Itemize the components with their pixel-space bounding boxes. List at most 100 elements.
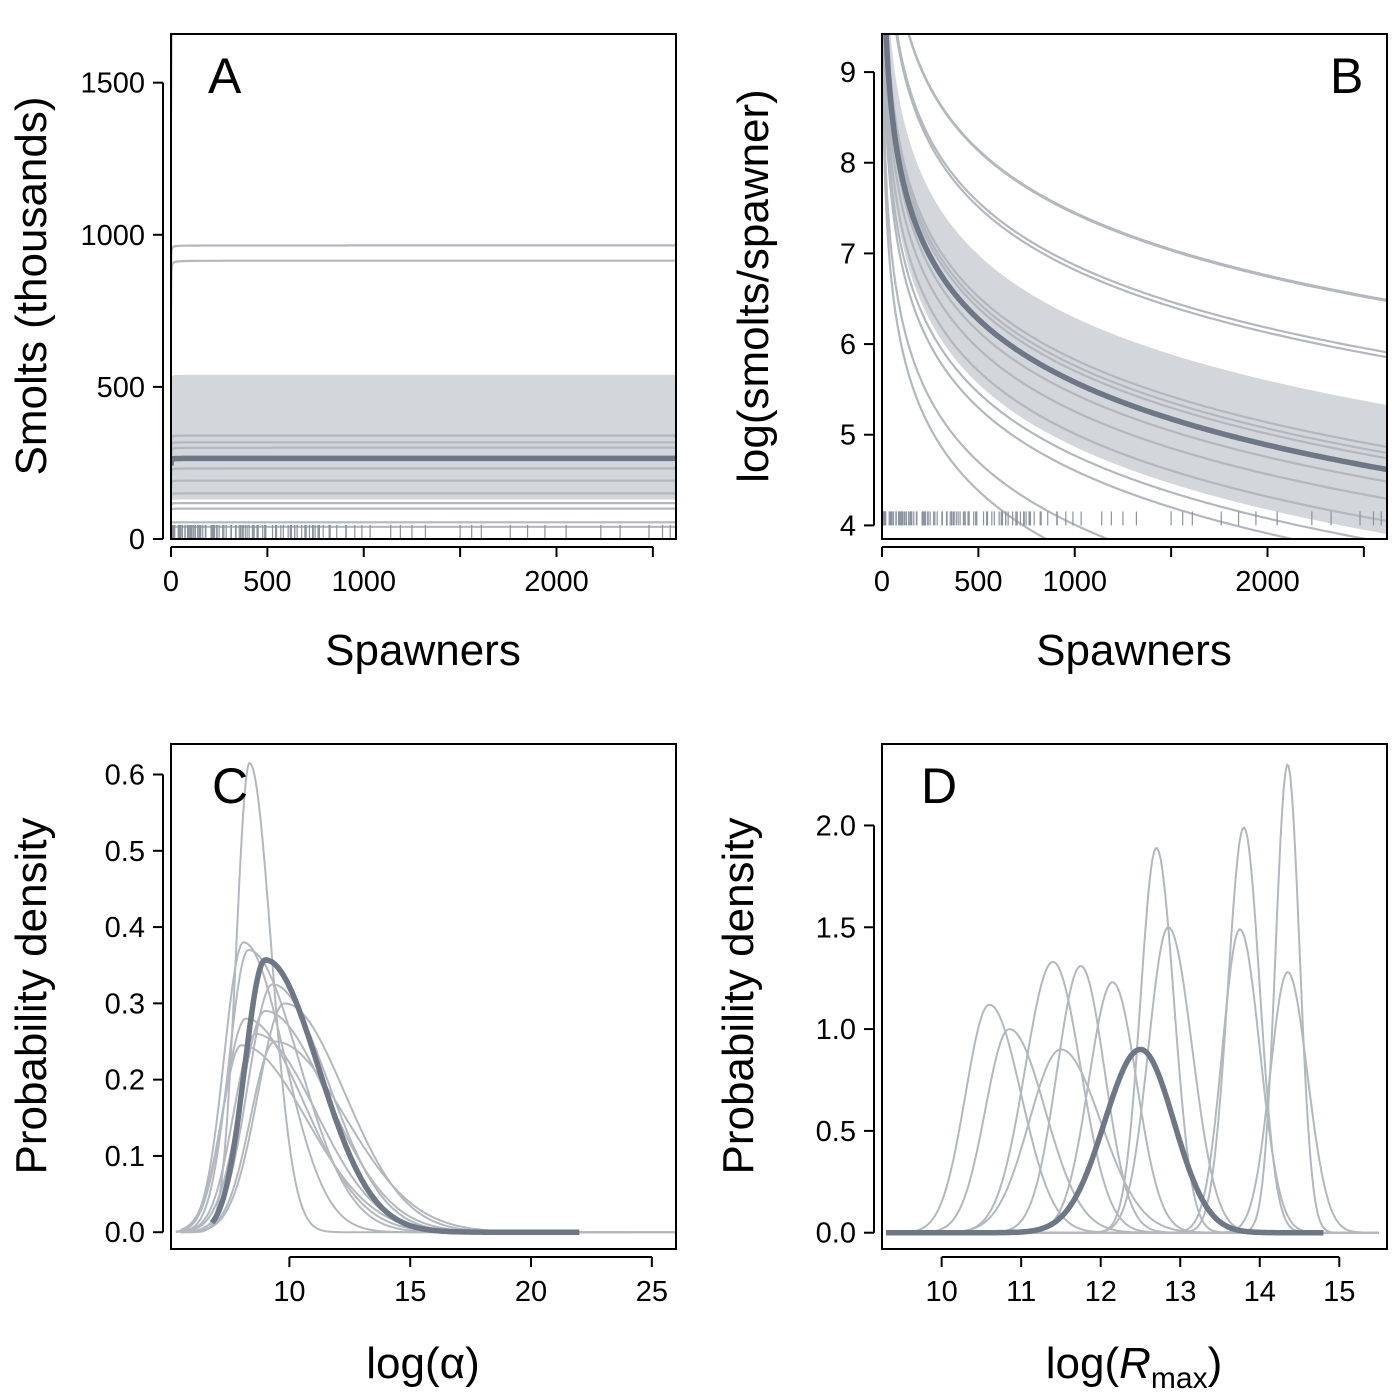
panel-c-frame	[170, 743, 677, 1250]
population-curve-13	[882, 34, 1111, 539]
density-curve-10	[180, 1044, 628, 1234]
panel-a-plot-content	[171, 34, 676, 539]
mean-density-curve	[209, 957, 580, 1235]
panel-b-x-axis-title: Spawners	[1036, 626, 1232, 675]
panel-c-x-tick-label: 20	[515, 1276, 547, 1308]
panel-a-letter: A	[208, 48, 242, 104]
panel-a-x-axis-title: Spawners	[325, 626, 521, 675]
panel-a-axes: 0 500 1000 1500 0 500 1000 2000	[80, 68, 654, 598]
population-curve-5	[171, 434, 676, 447]
panel-d-x-tick-label: 11	[1006, 1276, 1036, 1308]
panel-a-x-tick-label: 2000	[524, 566, 589, 598]
panel-c-plot-content	[175, 761, 676, 1235]
mean-density-curve	[886, 1046, 1324, 1236]
panel-c-x-tick-label: 15	[394, 1276, 426, 1308]
panel-d-y-axis-title: Probability density	[714, 817, 763, 1174]
panel-c-y-axis-title: Probability density	[7, 817, 56, 1174]
population-curve-8	[171, 467, 676, 482]
panel-b-x-tick-label: 1000	[1042, 566, 1107, 598]
panel-d-x-axis-title: log(Rmax)	[1046, 1339, 1223, 1395]
panel-c-x-tick-label: 25	[636, 1276, 668, 1308]
panel-b-letter: B	[1330, 48, 1363, 104]
panel-b-y-tick-label: 6	[840, 329, 856, 361]
panel-b-credible-band	[884, 34, 1387, 535]
panel-a-y-tick-label: 1000	[80, 220, 145, 252]
population-curve-14	[882, 34, 1049, 539]
population-curve-2	[907, 34, 1387, 301]
panel-c-y-tick-label: 0.6	[105, 760, 145, 792]
panel-a-y-tick-label: 1500	[80, 68, 145, 100]
population-curve-13	[171, 521, 676, 524]
panel-c-y-tick-label: 0.2	[105, 1065, 145, 1097]
panel-a-x-tick-label: 0	[163, 566, 179, 598]
panel-d-plot-content	[886, 763, 1379, 1236]
panel-b: 4 5 6 7 8 9 0 500 1000 2000 B Spawners log(smolts…	[729, 33, 1388, 675]
panel-d-y-tick-label: 1.5	[816, 912, 856, 944]
population-curve-10	[883, 34, 1387, 523]
panel-b-y-axis-title: log(smolts/spawner)	[729, 89, 778, 483]
panel-a: 0 500 1000 1500 0 500 1000 2000 A Spawners Smol…	[7, 33, 677, 675]
panel-b-plot-content	[882, 34, 1387, 539]
panel-c-x-axis-title: log(α)	[366, 1339, 479, 1388]
population-curve-10	[171, 492, 676, 501]
panel-c: 0.0 0.1 0.2 0.3 0.4 0.5 0.6 10 15 20 25 C log(α) P…	[7, 743, 677, 1388]
panel-b-x-tick-label: 0	[874, 566, 890, 598]
mean-curve	[883, 34, 1387, 473]
panel-d-y-tick-label: 1.0	[816, 1014, 856, 1046]
population-curve-4	[895, 34, 1387, 359]
panel-c-axes: 0.0 0.1 0.2 0.3 0.4 0.5 0.6 10 15 20 25	[105, 760, 668, 1308]
population-curve-4	[171, 259, 676, 308]
population-curve-9	[883, 34, 1387, 500]
mean-curve	[171, 455, 676, 466]
population-curve-2	[171, 34, 173, 114]
panel-a-frame	[170, 33, 677, 540]
density-curve-11	[886, 763, 1379, 1234]
population-curve-6	[171, 441, 676, 455]
population-curve-7	[171, 446, 676, 462]
panel-b-frame	[881, 33, 1388, 540]
panel-d-letter: D	[921, 758, 957, 814]
panel-a-y-tick-label: 500	[97, 372, 145, 404]
panel-d-x-tick-label: 13	[1164, 1276, 1196, 1308]
panel-d-y-tick-label: 0.0	[816, 1218, 856, 1250]
panel-a-x-tick-label: 1000	[331, 566, 396, 598]
panel-d-x-tick-label: 15	[1323, 1276, 1355, 1308]
panel-d-y-tick-label: 2.0	[816, 810, 856, 842]
panel-c-y-tick-label: 0.0	[105, 1217, 145, 1249]
population-curve-3	[171, 244, 676, 277]
panel-d-x-tick-label: 10	[926, 1276, 958, 1308]
panel-c-y-tick-label: 0.5	[105, 836, 145, 868]
density-curve-9	[180, 1040, 676, 1234]
panel-b-axes: 4 5 6 7 8 9 0 500 1000 2000	[840, 57, 1365, 598]
panel-d-y-tick-label: 0.5	[816, 1116, 856, 1148]
panel-a-y-tick-label: 0	[129, 524, 145, 556]
panel-a-x-tick-label: 500	[243, 566, 291, 598]
density-curve-4	[180, 983, 628, 1234]
panel-b-y-tick-label: 7	[840, 238, 856, 270]
panel-b-x-tick-label: 2000	[1235, 566, 1300, 598]
panel-c-y-tick-label: 0.1	[105, 1141, 145, 1173]
panel-b-x-tick-label: 500	[954, 566, 1002, 598]
panel-d-axes: 0.0 0.5 1.0 1.5 2.0 10 11 12 13 14 15	[816, 810, 1356, 1308]
panel-d-frame	[881, 743, 1388, 1250]
panel-b-y-tick-label: 5	[840, 420, 856, 452]
panel-d: 0.00.51.01.52.010 11 12 13 14 15 D log(Rmax) …	[714, 743, 1388, 1395]
panel-c-y-tick-label: 0.4	[105, 912, 145, 944]
population-curve-9	[171, 479, 676, 489]
panel-b-y-tick-label: 8	[840, 148, 856, 180]
population-curve-1	[171, 34, 173, 92]
population-curve-11	[171, 502, 676, 508]
panel-c-letter: C	[212, 758, 248, 814]
panel-c-x-tick-label: 10	[273, 1276, 305, 1308]
panel-b-y-tick-label: 4	[840, 510, 856, 542]
panel-c-y-tick-label: 0.3	[105, 988, 145, 1020]
population-curve-11	[882, 34, 1373, 539]
panel-b-y-tick-label: 9	[840, 57, 856, 89]
panel-d-x-tick-label: 12	[1085, 1276, 1117, 1308]
population-curve-12	[882, 34, 1298, 539]
panel-a-y-axis-title: Smolts (thousands)	[7, 96, 56, 475]
panel-a-credible-band	[171, 374, 676, 506]
population-curve-12	[171, 507, 676, 512]
panel-d-x-tick-label: 14	[1244, 1276, 1276, 1308]
